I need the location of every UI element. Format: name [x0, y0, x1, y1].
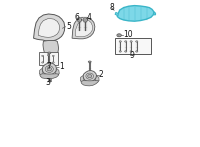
Ellipse shape — [88, 75, 92, 78]
Ellipse shape — [117, 34, 121, 37]
Ellipse shape — [118, 35, 120, 36]
Ellipse shape — [52, 62, 54, 63]
Text: 1: 1 — [60, 62, 64, 71]
Ellipse shape — [48, 52, 51, 54]
Ellipse shape — [47, 67, 51, 71]
Ellipse shape — [130, 51, 132, 52]
Text: 9: 9 — [129, 51, 134, 60]
Polygon shape — [38, 18, 60, 37]
Polygon shape — [154, 12, 156, 15]
Ellipse shape — [130, 41, 132, 42]
Ellipse shape — [119, 41, 121, 42]
Text: 7: 7 — [46, 62, 51, 71]
Polygon shape — [55, 68, 59, 75]
Polygon shape — [77, 18, 82, 22]
Text: 5: 5 — [66, 22, 71, 31]
Text: 6: 6 — [75, 13, 80, 22]
Ellipse shape — [42, 62, 44, 63]
Text: 4: 4 — [87, 12, 92, 22]
Polygon shape — [72, 17, 95, 39]
Polygon shape — [81, 81, 99, 86]
Polygon shape — [34, 14, 65, 41]
Polygon shape — [42, 63, 56, 75]
Ellipse shape — [136, 41, 138, 42]
Polygon shape — [117, 6, 154, 21]
Ellipse shape — [125, 41, 127, 42]
Ellipse shape — [47, 62, 49, 64]
Polygon shape — [40, 74, 59, 79]
Ellipse shape — [42, 55, 44, 57]
Ellipse shape — [125, 51, 127, 52]
Ellipse shape — [49, 78, 51, 80]
Polygon shape — [43, 40, 59, 57]
Ellipse shape — [136, 51, 138, 52]
Ellipse shape — [88, 61, 91, 62]
Text: 8: 8 — [110, 2, 114, 12]
FancyBboxPatch shape — [115, 38, 151, 54]
Text: 10: 10 — [124, 30, 133, 40]
Polygon shape — [39, 68, 43, 75]
Polygon shape — [83, 71, 96, 82]
Ellipse shape — [48, 80, 52, 82]
FancyBboxPatch shape — [39, 52, 58, 65]
Ellipse shape — [52, 55, 54, 57]
Text: 2: 2 — [99, 70, 104, 80]
Ellipse shape — [119, 51, 121, 52]
Text: 3: 3 — [46, 78, 50, 87]
Polygon shape — [83, 18, 88, 22]
Ellipse shape — [47, 55, 49, 56]
Polygon shape — [75, 19, 93, 37]
Polygon shape — [95, 75, 99, 82]
Polygon shape — [80, 75, 84, 82]
Polygon shape — [115, 12, 118, 16]
